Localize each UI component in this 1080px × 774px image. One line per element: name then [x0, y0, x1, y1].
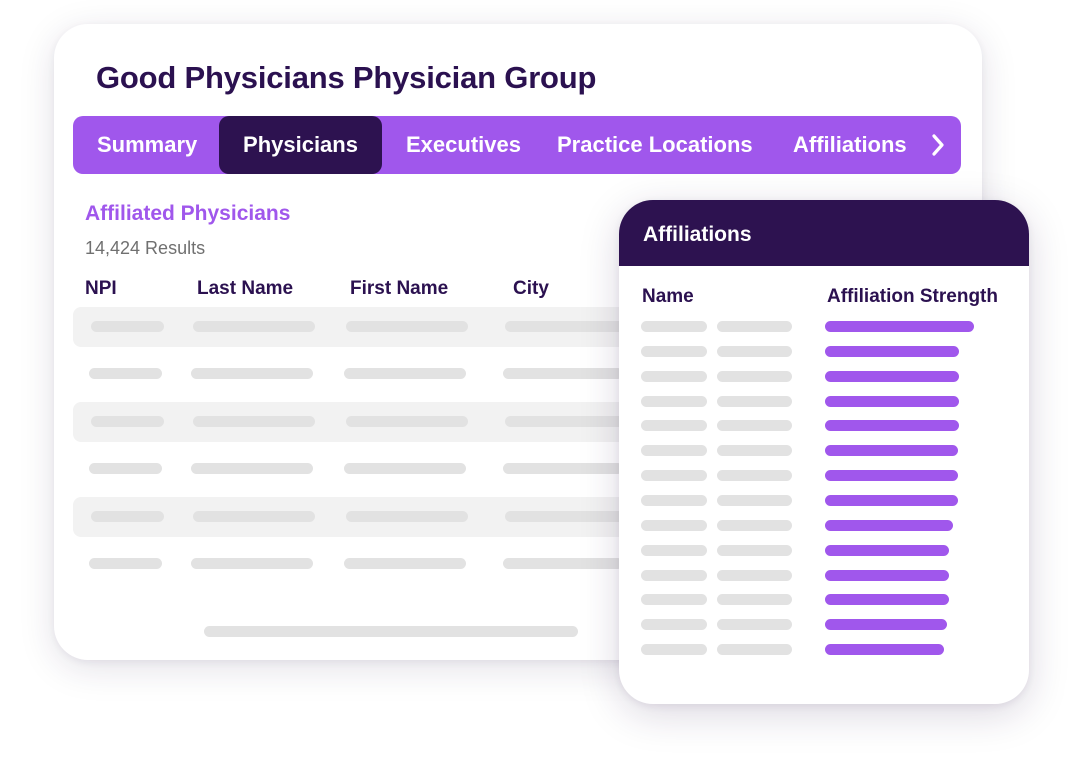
- name-placeholder: [717, 420, 792, 432]
- affiliation-strength-bar: [825, 569, 949, 581]
- table-row[interactable]: [73, 449, 673, 489]
- column-header-city[interactable]: City: [513, 278, 549, 299]
- name-placeholder: [641, 544, 707, 556]
- name-placeholder: [717, 395, 792, 407]
- cell-placeholder: [344, 558, 466, 569]
- name-placeholder: [641, 519, 707, 531]
- cell-placeholder: [344, 368, 466, 380]
- chevron-right-icon: [932, 134, 944, 156]
- name-placeholder: [717, 544, 792, 556]
- affiliation-strength-bar: [825, 594, 949, 606]
- column-header-name[interactable]: Name: [642, 286, 694, 307]
- cell-placeholder: [91, 510, 164, 522]
- cell-placeholder: [191, 463, 313, 475]
- cell-placeholder: [503, 368, 623, 380]
- cell-placeholder: [89, 558, 162, 569]
- cell-placeholder: [191, 558, 313, 569]
- name-placeholder: [641, 345, 707, 357]
- column-header-npi[interactable]: NPI: [85, 278, 117, 299]
- cell-placeholder: [89, 463, 162, 475]
- cell-placeholder: [346, 321, 468, 332]
- affiliation-strength-bar: [825, 519, 953, 531]
- affiliation-strength-bar: [825, 494, 958, 506]
- affiliation-strength-bar: [825, 445, 958, 457]
- tab-executives[interactable]: Executives: [406, 132, 521, 157]
- name-placeholder: [641, 445, 707, 457]
- tab-practice-locations[interactable]: Practice Locations: [557, 132, 753, 157]
- column-header-first-name[interactable]: First Name: [350, 278, 449, 299]
- cell-placeholder: [346, 510, 468, 522]
- cell-placeholder: [91, 415, 164, 427]
- tab-bar: Summary Physicians Executives Practice L…: [73, 116, 961, 174]
- name-placeholder: [717, 370, 792, 382]
- cell-placeholder: [344, 463, 466, 475]
- section-title: Affiliated Physicians: [85, 202, 291, 225]
- tab-physicians[interactable]: Physicians: [219, 116, 382, 174]
- table-row[interactable]: [73, 307, 673, 347]
- name-placeholder: [717, 445, 792, 457]
- table-row[interactable]: [73, 354, 673, 394]
- affiliations-title: Affiliations: [643, 223, 752, 246]
- column-header-affiliation-strength[interactable]: Affiliation Strength: [827, 286, 998, 307]
- name-placeholder: [641, 569, 707, 581]
- name-placeholder: [717, 569, 792, 581]
- name-placeholder: [641, 420, 707, 432]
- tab-next-button[interactable]: [924, 126, 952, 164]
- name-placeholder: [641, 644, 707, 656]
- tab-affiliations[interactable]: Affiliations: [793, 132, 907, 157]
- table-row[interactable]: [73, 544, 673, 584]
- cell-placeholder: [193, 415, 315, 427]
- cell-placeholder: [503, 463, 623, 475]
- cell-placeholder: [91, 321, 164, 332]
- name-placeholder: [717, 345, 792, 357]
- affiliations-header: Affiliations: [619, 200, 1029, 266]
- cell-placeholder: [89, 368, 162, 380]
- name-placeholder: [641, 594, 707, 606]
- affiliation-strength-bar: [825, 321, 974, 332]
- name-placeholder: [717, 494, 792, 506]
- tab-summary[interactable]: Summary: [97, 132, 198, 157]
- name-placeholder: [717, 519, 792, 531]
- cell-placeholder: [193, 321, 315, 332]
- page-title: Good Physicians Physician Group: [96, 60, 597, 95]
- cell-placeholder: [346, 415, 468, 427]
- column-header-last-name[interactable]: Last Name: [197, 278, 294, 299]
- affiliations-card: Affiliations Name Affiliation Strength: [619, 200, 1029, 704]
- affiliation-strength-bar: [825, 470, 958, 482]
- name-placeholder: [641, 395, 707, 407]
- results-count: 14,424 Results: [85, 238, 206, 258]
- cell-placeholder: [505, 415, 625, 427]
- affiliation-strength-bar: [825, 370, 959, 382]
- name-placeholder: [641, 494, 707, 506]
- name-placeholder: [717, 644, 792, 656]
- name-placeholder: [717, 594, 792, 606]
- affiliation-strength-bar: [825, 544, 949, 556]
- name-placeholder: [717, 619, 792, 631]
- affiliation-strength-bar: [825, 619, 947, 631]
- affiliation-strength-bar: [825, 345, 959, 357]
- cell-placeholder: [193, 510, 315, 522]
- name-placeholder: [717, 470, 792, 482]
- name-placeholder: [641, 470, 707, 482]
- table-row[interactable]: [73, 401, 673, 442]
- horizontal-scrollbar[interactable]: [204, 626, 578, 637]
- name-placeholder: [641, 321, 707, 332]
- cell-placeholder: [191, 368, 313, 380]
- affiliation-strength-bar: [825, 420, 959, 432]
- name-placeholder: [641, 370, 707, 382]
- affiliation-strength-bar: [825, 644, 944, 656]
- cell-placeholder: [505, 321, 625, 332]
- affiliation-strength-bar: [825, 395, 959, 407]
- cell-placeholder: [505, 510, 625, 522]
- table-row[interactable]: [73, 496, 673, 537]
- name-placeholder: [717, 321, 792, 332]
- name-placeholder: [641, 619, 707, 631]
- cell-placeholder: [503, 558, 623, 569]
